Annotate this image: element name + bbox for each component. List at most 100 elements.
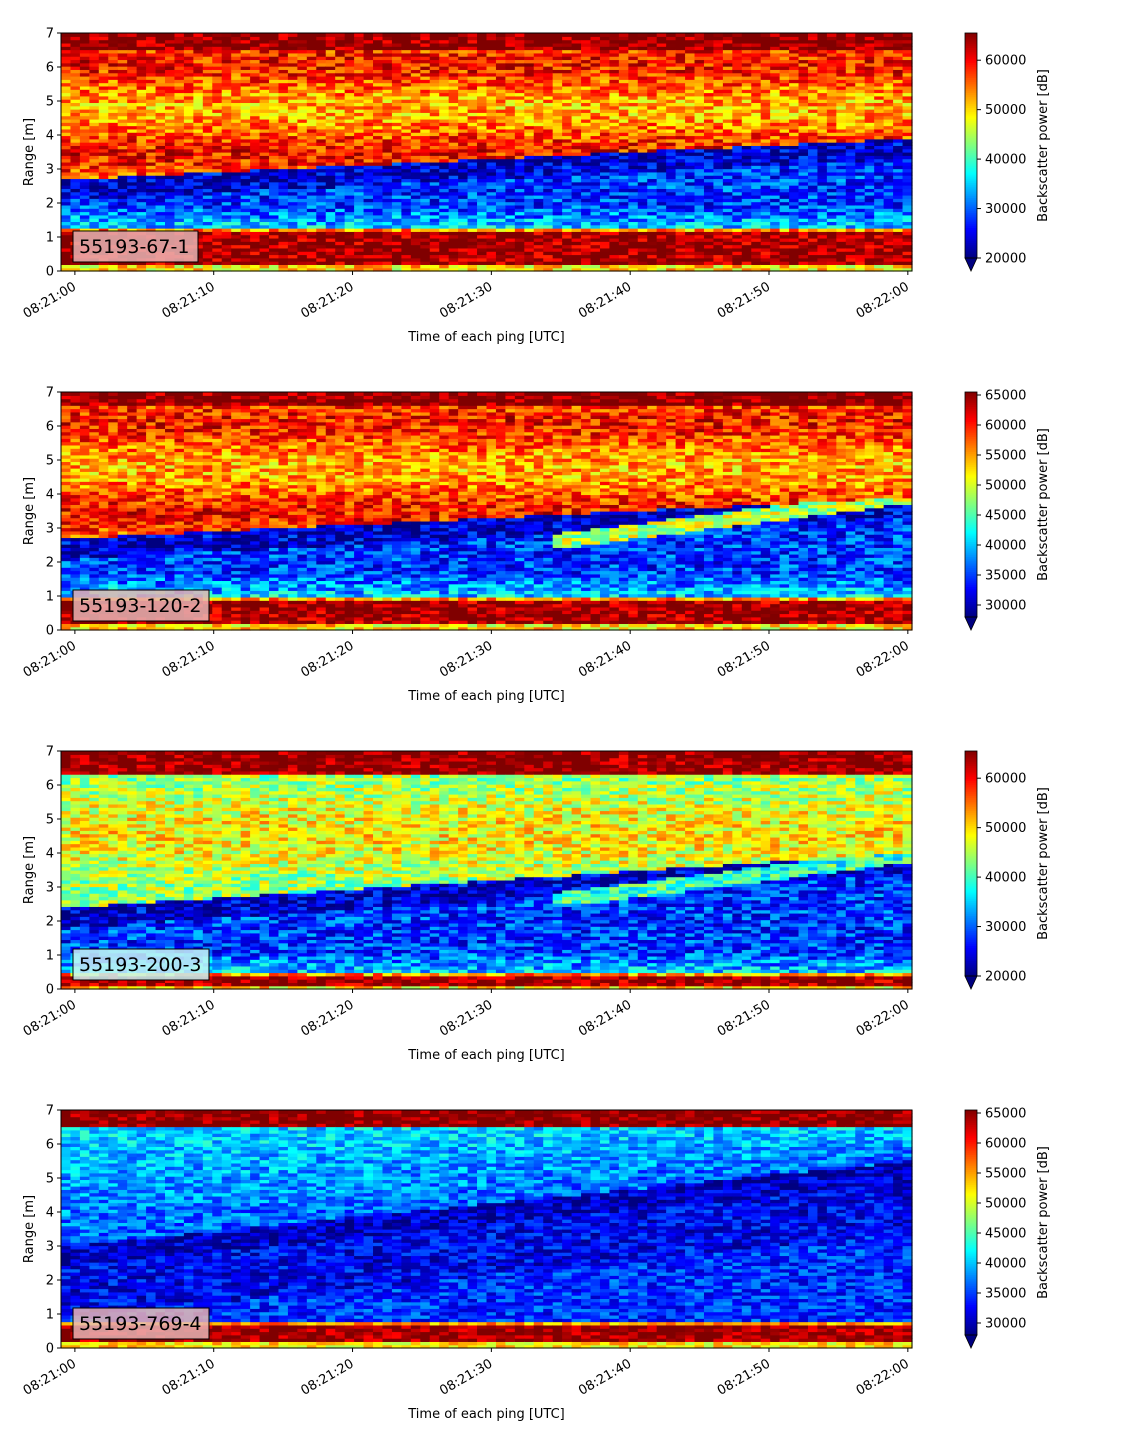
heatmap-cell (79, 115, 90, 120)
heatmap-cell (193, 185, 204, 189)
heatmap-cell (79, 99, 90, 104)
heatmap-cell (127, 105, 138, 110)
heatmap-cell (155, 99, 166, 104)
heatmap-cell (89, 198, 100, 203)
heatmap-cell (202, 175, 213, 180)
heatmap-cell (61, 89, 72, 94)
heatmap-cell (240, 102, 251, 107)
heatmap-cell (231, 158, 242, 163)
heatmap-cell (127, 85, 138, 90)
heatmap-cell (146, 175, 157, 180)
heatmap-cell (79, 138, 90, 143)
heatmap-cell (231, 198, 242, 203)
heatmap-cell (202, 46, 213, 51)
heatmap-cell (89, 161, 100, 166)
heatmap-cell (183, 56, 194, 61)
heatmap-cell (240, 72, 251, 77)
heatmap-cell (231, 247, 242, 252)
heatmap-cell (79, 36, 90, 41)
heatmap-cell (240, 194, 251, 199)
heatmap-cell (89, 128, 100, 133)
heatmap-cell (70, 158, 81, 163)
heatmap-cell (70, 56, 81, 61)
heatmap-cell (108, 165, 119, 170)
heatmap-cell (221, 152, 232, 156)
heatmap-cell (136, 56, 147, 61)
heatmap-cell (108, 122, 119, 127)
heatmap-cell (250, 178, 261, 183)
heatmap-cell (183, 178, 194, 183)
heatmap-cell (79, 185, 90, 189)
heatmap-cell (193, 191, 204, 196)
heatmap-cell (61, 105, 72, 110)
heatmap-cell (221, 198, 232, 203)
heatmap-cell (146, 155, 157, 160)
heatmap-cell (212, 118, 223, 123)
heatmap-cell (155, 142, 166, 146)
heatmap-cell (231, 237, 242, 242)
heatmap-cell (98, 198, 109, 203)
heatmap-cell (98, 158, 109, 163)
heatmap-cell (127, 66, 138, 70)
heatmap-cell (79, 135, 90, 140)
heatmap-cell (98, 211, 109, 216)
heatmap-cell (61, 33, 72, 37)
heatmap-cell (410, 33, 421, 37)
heatmap-cell (98, 191, 109, 196)
heatmap-cell (202, 135, 213, 140)
heatmap-cell (89, 261, 100, 265)
heatmap-cell (231, 188, 242, 193)
heatmap-cell (524, 33, 535, 37)
heatmap-cell (70, 95, 81, 100)
heatmap-cell (146, 214, 157, 219)
heatmap-cell (193, 168, 204, 173)
heatmap-cell (221, 161, 232, 166)
heatmap-cell (117, 188, 128, 193)
heatmap-cell (146, 218, 157, 223)
heatmap-cell (127, 198, 138, 203)
heatmap-cell (165, 52, 176, 57)
heatmap-cell (165, 208, 176, 213)
heatmap-cell (165, 158, 176, 163)
heatmap-cell (98, 118, 109, 123)
heatmap-cell (136, 165, 147, 170)
heatmap-cell (250, 264, 261, 269)
heatmap-cell (98, 155, 109, 160)
heatmap-cell (221, 128, 232, 133)
heatmap-cell (61, 135, 72, 140)
heatmap-cell (202, 62, 213, 67)
heatmap-cell (202, 49, 213, 54)
heatmap-cell (89, 36, 100, 41)
heatmap-cell (89, 52, 100, 57)
heatmap-cell (212, 231, 223, 236)
heatmap-cell (250, 181, 261, 186)
heatmap-cell (155, 204, 166, 209)
heatmap-cell (70, 82, 81, 87)
heatmap-cell (136, 102, 147, 107)
heatmap-cell (165, 122, 176, 127)
heatmap-cell (231, 155, 242, 160)
heatmap-cell (221, 234, 232, 239)
heatmap-cell (174, 112, 185, 117)
heatmap-cell (117, 261, 128, 265)
heatmap-cell (193, 118, 204, 123)
heatmap-cell (174, 132, 185, 137)
heatmap-cell (221, 171, 232, 176)
heatmap-cell (108, 155, 119, 160)
heatmap-cell (202, 188, 213, 193)
heatmap-cell (193, 267, 204, 272)
heatmap-cell (193, 122, 204, 127)
heatmap-cell (165, 59, 176, 64)
heatmap-cell (146, 261, 157, 265)
heatmap-cell (202, 148, 213, 153)
heatmap-cell (165, 132, 176, 137)
heatmap-cell (117, 191, 128, 196)
heatmap-cell (193, 178, 204, 183)
heatmap-cell (79, 171, 90, 176)
heatmap-cell (221, 79, 232, 84)
heatmap-cell (127, 191, 138, 196)
heatmap-cell (136, 261, 147, 265)
heatmap-cell (136, 42, 147, 47)
heatmap-cell (89, 95, 100, 100)
heatmap-cell (70, 208, 81, 213)
